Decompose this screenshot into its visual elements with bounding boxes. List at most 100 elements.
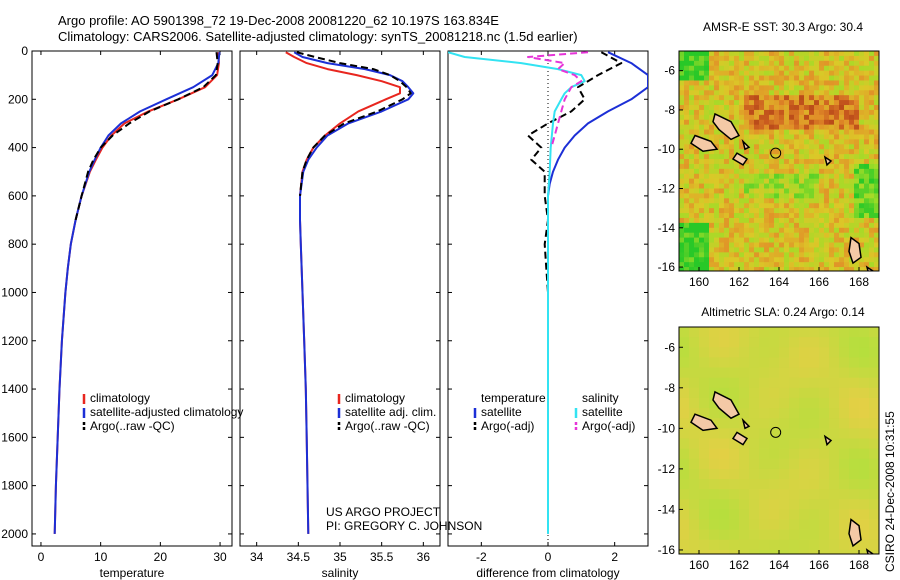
sla-map-cell xyxy=(719,418,730,429)
sst-map-cell xyxy=(759,183,765,190)
sla-map-cell xyxy=(789,458,800,470)
sst-map-cell xyxy=(819,183,825,190)
sst-map-cell xyxy=(759,168,765,175)
sst-map-cell xyxy=(779,213,785,219)
sla-map-cell xyxy=(799,479,810,490)
sst-map-cell xyxy=(844,159,850,165)
sst-map-cell xyxy=(759,159,765,165)
sla-map-cell xyxy=(769,367,780,379)
sst-map-cell xyxy=(719,222,725,229)
sst-map-cell xyxy=(764,105,770,111)
sla-map-cell xyxy=(819,418,830,429)
sst-map-cell xyxy=(809,85,815,91)
sla-map-cell xyxy=(729,489,740,500)
sst-map-cell xyxy=(819,232,825,239)
sst-map-cell xyxy=(824,262,830,268)
sst-map-cell xyxy=(824,51,830,57)
sst-map-cell xyxy=(714,159,720,165)
sla-map-cell xyxy=(769,357,780,369)
sst-map-cell xyxy=(849,90,855,96)
sst-map-cell xyxy=(819,173,825,180)
sst-map-cell xyxy=(864,237,870,244)
sla-map-cell xyxy=(839,397,850,409)
sla-map-cell xyxy=(849,438,860,450)
sst-map-cell xyxy=(704,232,710,239)
sst-map-cell xyxy=(714,267,720,271)
sst-map-cell xyxy=(754,149,760,155)
sst-map-cell xyxy=(804,114,810,121)
sst-map-cell xyxy=(694,114,700,121)
sst-map-cell xyxy=(834,188,840,195)
sst-map-cell xyxy=(684,188,690,195)
sst-map-cell xyxy=(849,100,855,106)
sst-map-cell xyxy=(839,257,845,263)
sla-map-cell xyxy=(699,448,710,460)
sst-map-cell xyxy=(839,267,845,271)
sst-map-cell xyxy=(834,134,840,140)
sst-map-cell xyxy=(739,95,745,101)
sst-map-cell xyxy=(689,213,695,219)
sst-map-cell xyxy=(774,168,780,175)
sla-map-cell xyxy=(779,468,790,480)
sst-map-cell xyxy=(689,168,695,175)
sst-map-cell xyxy=(719,227,725,234)
sst-map-cell xyxy=(779,154,785,160)
sst-map-cell xyxy=(819,60,825,67)
sst-map-cell xyxy=(819,114,825,121)
sla-map-cell xyxy=(759,549,770,554)
sst-map-cell xyxy=(834,109,840,116)
sst-map-cell xyxy=(839,90,845,96)
sst-map-cell xyxy=(809,154,815,160)
sla-map-cell xyxy=(679,448,690,460)
sst-map-cell xyxy=(774,70,780,77)
sla-map-cell xyxy=(699,408,710,419)
sla-map-cell xyxy=(859,499,870,511)
sla-map-cell xyxy=(819,519,830,531)
sst-map-cell xyxy=(714,247,720,253)
sst-map-cell xyxy=(749,114,755,121)
sst-map-cell xyxy=(734,100,740,106)
sst-map-cell xyxy=(839,154,845,160)
sla-map-cell xyxy=(839,489,850,500)
sla-map-cell xyxy=(839,418,850,429)
sst-map-cell xyxy=(709,65,715,72)
sla-map-cell xyxy=(869,529,879,541)
sst-map-cell xyxy=(834,65,840,72)
sst-map-cell xyxy=(724,60,730,67)
sst-map-cell xyxy=(699,252,705,258)
sst-map-cell xyxy=(789,129,795,136)
sst-map-cell xyxy=(789,213,795,219)
sst-map-cell xyxy=(729,257,735,263)
sst-map-cell xyxy=(759,85,765,91)
sst-map-cell xyxy=(774,257,780,263)
sla-map-cell xyxy=(839,549,850,554)
sst-map-cell xyxy=(794,198,800,204)
sst-map-cell xyxy=(814,222,820,229)
sst-map-cell xyxy=(764,149,770,155)
sst-map-cell xyxy=(784,252,790,258)
sst-map-cell xyxy=(824,247,830,253)
sst-map-cell xyxy=(834,178,840,185)
sla-map-cell xyxy=(729,337,740,348)
sst-map-cell xyxy=(844,55,850,62)
sla-map-cell xyxy=(829,347,840,359)
sst-map-cell xyxy=(739,242,745,249)
sst-map-cell xyxy=(839,242,845,249)
sst-map-cell xyxy=(869,213,875,219)
sst-map-cell xyxy=(759,232,765,239)
sst-map-cell xyxy=(684,105,690,111)
sst-map-cell xyxy=(679,114,685,121)
sst-map-cell xyxy=(704,262,710,268)
sst-map-cell xyxy=(824,237,830,244)
sst-map-cell xyxy=(769,65,775,72)
sst-map-cell xyxy=(874,208,879,214)
sst-map-cell xyxy=(859,237,865,244)
sst-map-cell xyxy=(784,95,790,101)
sst-map-cell xyxy=(754,105,760,111)
sla-map-cell xyxy=(869,408,879,419)
sst-map-cell xyxy=(804,227,810,234)
sla-map-cell xyxy=(789,418,800,429)
sla-map-cell xyxy=(759,397,770,409)
sst-map-cell xyxy=(744,114,750,121)
sla-map-cell xyxy=(679,408,690,419)
